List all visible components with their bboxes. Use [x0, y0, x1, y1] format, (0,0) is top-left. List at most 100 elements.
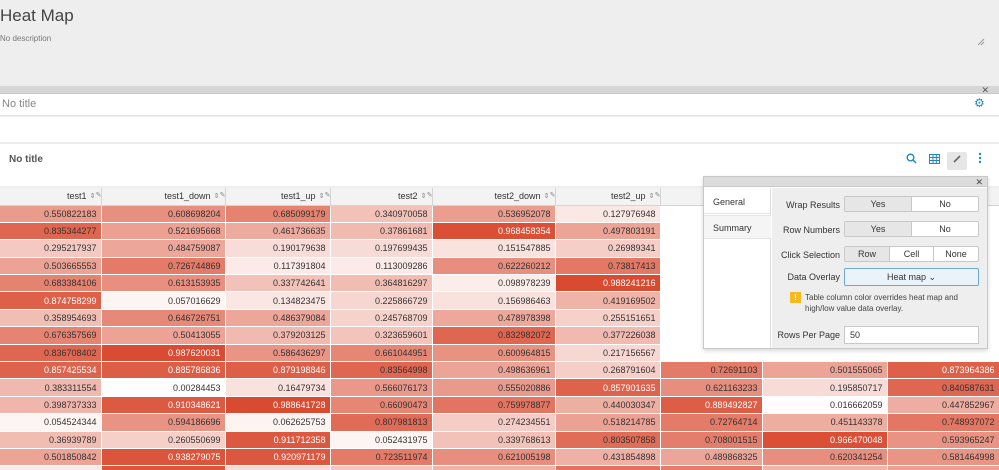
table-cell[interactable]: 0.857425534 — [0, 361, 102, 380]
click-selection-none[interactable]: None — [934, 247, 978, 261]
table-cell[interactable]: 0.098978239 — [432, 274, 556, 293]
table-cell[interactable]: 0.622260212 — [432, 257, 556, 276]
table-cell[interactable]: 0.714943676 — [660, 465, 763, 470]
table-cell[interactable]: 0.419169502 — [555, 291, 661, 310]
table-cell[interactable]: 0.803507858 — [555, 431, 661, 449]
table-cell[interactable]: 0.431854898 — [555, 448, 661, 467]
table-cell[interactable]: 0.676357569 — [0, 326, 102, 345]
table-cell[interactable]: 0.910348621 — [101, 396, 226, 415]
table-cell[interactable]: 0.16479734 — [225, 378, 331, 397]
sort-icon[interactable]: ⇕ — [213, 193, 220, 200]
close-icon[interactable]: ✕ — [975, 177, 983, 187]
edit-icon[interactable]: ✎ — [219, 192, 225, 199]
table-cell[interactable]: 0.255151651 — [555, 309, 661, 328]
table-cell[interactable]: 0.879198846 — [225, 361, 331, 380]
table-cell[interactable]: 0.057016629 — [101, 291, 226, 310]
table-cell[interactable]: 0.501555065 — [762, 361, 888, 380]
column-header[interactable]: test1 ⇕ ✎ — [0, 188, 102, 206]
table-cell[interactable]: 0.364816297 — [330, 274, 433, 293]
table-cell[interactable]: 0.274234551 — [432, 413, 556, 432]
table-cell[interactable]: 0.646726751 — [101, 309, 226, 328]
table-cell[interactable]: 0.498636961 — [432, 361, 556, 380]
table-cell[interactable]: 0.708001515 — [660, 431, 763, 449]
table-cell[interactable]: 0.198226059 — [225, 465, 331, 470]
click-selection-cell[interactable]: Cell — [890, 247, 934, 261]
table-cell[interactable]: 0.873964386 — [887, 361, 999, 380]
table-cell[interactable]: 0.323659601 — [330, 326, 433, 345]
search-icon[interactable] — [901, 152, 921, 170]
table-cell[interactable]: 0.840587631 — [887, 378, 999, 397]
table-cell[interactable]: 0.920971179 — [225, 448, 331, 467]
table-cell[interactable]: 0.478978398 — [432, 309, 556, 328]
sort-icon[interactable]: ⇕ — [543, 193, 550, 200]
table-cell[interactable]: 0.608698204 — [101, 205, 226, 223]
table-cell[interactable]: 0.451143378 — [762, 413, 888, 432]
column-header[interactable]: test2_up ⇕ ✎ — [555, 188, 661, 206]
table-cell[interactable]: 0.836708402 — [0, 344, 102, 363]
table-cell[interactable]: 0.054524344 — [0, 413, 102, 432]
table-cell[interactable]: 0.968458354 — [432, 222, 556, 241]
table-cell[interactable]: 0.593965247 — [887, 431, 999, 449]
table-cell[interactable]: 0.938279075 — [101, 448, 226, 467]
table-cell[interactable]: 0.489868325 — [660, 448, 763, 467]
table-cell[interactable]: 0.83564998 — [330, 361, 433, 380]
table-cell[interactable]: 0.062625753 — [225, 413, 331, 432]
sort-icon[interactable]: ⇕ — [318, 193, 325, 200]
viz-title[interactable]: No title — [9, 154, 43, 165]
table-cell[interactable]: 0.50413055 — [101, 326, 226, 345]
table-cell[interactable]: 0.383311554 — [0, 378, 102, 397]
table-row[interactable]: 0.1084558330.9265723190.1982260590.31075… — [0, 465, 999, 470]
table-cell[interactable]: 0.156986463 — [432, 291, 556, 310]
table-cell[interactable]: 0.127976948 — [555, 205, 661, 223]
table-cell[interactable]: 0.26989341 — [555, 239, 661, 258]
table-cell[interactable]: 0.661044951 — [330, 344, 433, 363]
table-cell[interactable]: 0.151547885 — [432, 239, 556, 258]
panel-title[interactable]: No title — [2, 98, 37, 110]
table-cell[interactable]: 0.461736635 — [225, 222, 331, 241]
table-cell[interactable]: 0.108455833 — [0, 465, 102, 470]
table-cell[interactable]: 0.966470048 — [762, 431, 888, 449]
table-cell[interactable]: 0.926572319 — [101, 465, 226, 470]
table-cell[interactable]: 0.988641728 — [225, 396, 331, 415]
table-cell[interactable]: 0.340970058 — [330, 205, 433, 223]
table-cell[interactable]: 0.521695668 — [101, 222, 226, 241]
table-cell[interactable]: 0.518214785 — [555, 413, 661, 432]
table-cell[interactable]: 0.621005198 — [432, 448, 556, 467]
table-cell[interactable]: 0.759978877 — [432, 396, 556, 415]
table-cell[interactable]: 0.520378428 — [887, 465, 999, 470]
column-header[interactable]: test1_up ⇕ ✎ — [225, 188, 331, 206]
table-cell[interactable]: 0.988241216 — [555, 274, 661, 293]
column-header[interactable]: test1_down ⇕ ✎ — [101, 188, 226, 206]
table-cell[interactable]: 0.134823475 — [225, 291, 331, 310]
table-cell[interactable]: 0.295217937 — [0, 239, 102, 258]
edit-icon[interactable]: ✎ — [426, 192, 432, 199]
edit-icon[interactable]: ✎ — [654, 192, 660, 199]
table-cell[interactable]: 0.72691103 — [660, 361, 763, 380]
table-cell[interactable]: 0.310758883 — [330, 465, 433, 470]
table-cell[interactable]: 0.337742641 — [225, 274, 331, 293]
table-cell[interactable]: 0.581464998 — [887, 448, 999, 467]
table-cell[interactable]: 0.807981813 — [330, 413, 433, 432]
table-cell[interactable]: 0.379203125 — [225, 326, 331, 345]
tab-general[interactable]: General — [704, 190, 771, 214]
popover-drag-bar[interactable] — [704, 177, 987, 187]
table-cell[interactable]: 0.835344277 — [0, 222, 102, 241]
table-cell[interactable]: 0.832982072 — [432, 326, 556, 345]
gear-icon[interactable]: ⚙ — [974, 96, 985, 110]
table-cell[interactable]: 0.501850842 — [0, 448, 102, 467]
brush-icon[interactable] — [947, 152, 967, 170]
table-cell[interactable]: 0.774063929 — [555, 465, 661, 470]
edit-icon[interactable]: ✎ — [324, 192, 330, 199]
table-cell[interactable]: 0.536952078 — [432, 205, 556, 223]
table-cell[interactable]: 0.586436297 — [225, 344, 331, 363]
table-cell[interactable]: 0.486379084 — [225, 309, 331, 328]
table-cell[interactable]: 0.197699435 — [330, 239, 433, 258]
table-row[interactable]: 0.857425534 0.885786836 0.879198846 0.83564… — [0, 361, 999, 380]
table-row[interactable]: 0.383311554 0.00284453 0.16479734 0.5660761… — [0, 378, 999, 397]
table-cell[interactable]: 0.447852967 — [887, 396, 999, 415]
table-cell[interactable]: 0.683384106 — [0, 274, 102, 293]
table-cell[interactable]: 0.407600576 — [762, 465, 888, 470]
click-selection-row[interactable]: Row — [845, 247, 890, 261]
data-overlay-select[interactable]: Heat map ⌄ — [844, 268, 979, 286]
table-cell[interactable]: 0.190179638 — [225, 239, 331, 258]
